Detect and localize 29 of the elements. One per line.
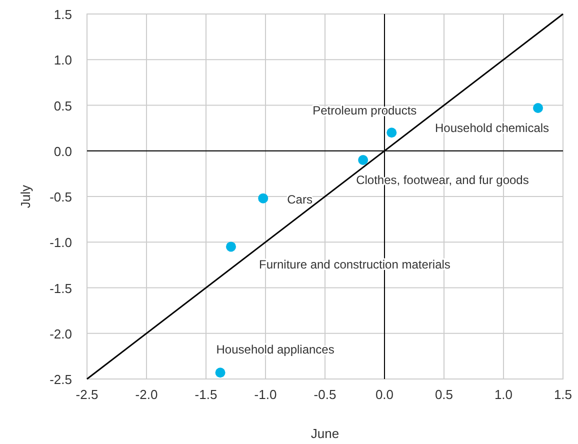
point <box>226 242 236 252</box>
point <box>533 102 544 113</box>
point <box>215 368 226 378</box>
y-tick-label: -1.5 <box>50 280 72 296</box>
y-tick-label: 1.5 <box>54 7 72 22</box>
y-tick-label: 0.5 <box>54 98 72 114</box>
y-tick-label: 0.0 <box>54 144 72 159</box>
x-tick-label: -2.5 <box>76 387 98 402</box>
x-tick-label: 1.0 <box>494 387 513 402</box>
annotation: Household chemicals <box>435 120 550 135</box>
point <box>358 155 368 165</box>
x-axis-title: June <box>310 426 340 441</box>
x-tick-label: -1.0 <box>254 387 277 402</box>
annotation: Household appliances <box>216 342 334 357</box>
point <box>258 193 268 204</box>
y-tick-label: -2.5 <box>50 372 72 387</box>
x-tick-label: 1.5 <box>554 387 572 402</box>
y-tick-label: -1.0 <box>50 235 72 250</box>
x-tick-label: -0.5 <box>314 387 336 402</box>
y-axis-title: July <box>18 184 33 208</box>
x-tick-label: 0.0 <box>375 387 394 402</box>
y-tick-label: 1.0 <box>54 52 72 68</box>
x-tick-label: -1.5 <box>194 387 218 402</box>
x-tick-label: 0.5 <box>434 387 454 402</box>
y-tick-label: -2.0 <box>50 326 72 342</box>
x-tick-label: -2.0 <box>135 387 158 402</box>
y-tick-label: -0.5 <box>50 190 72 204</box>
annotation: Cars <box>287 192 312 206</box>
point <box>386 128 397 138</box>
